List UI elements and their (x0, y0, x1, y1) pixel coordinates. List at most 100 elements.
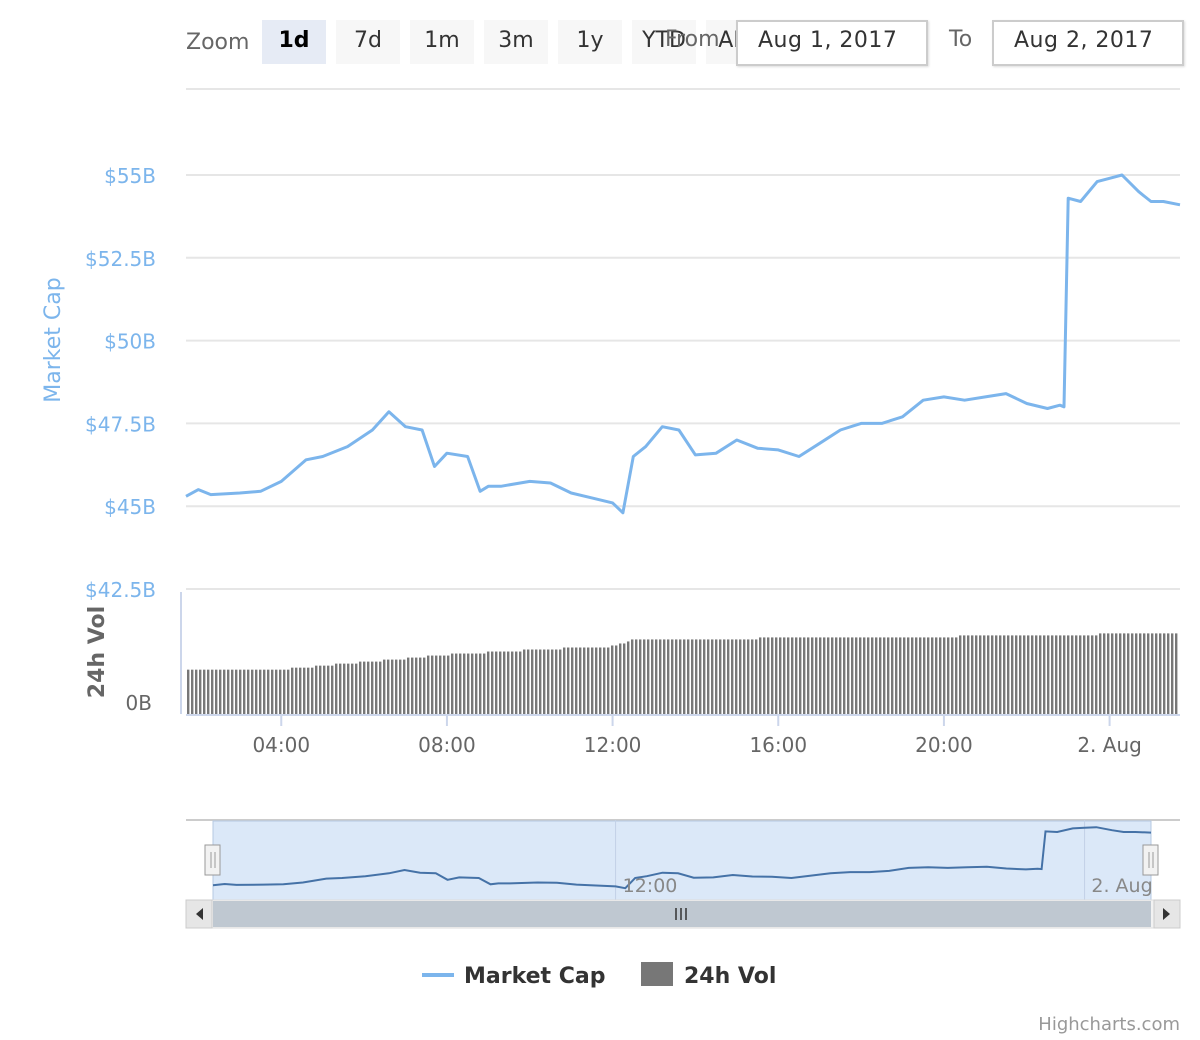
volume-bar (1083, 635, 1086, 714)
x-tick-label: 2. Aug (1077, 733, 1142, 757)
volume-bar (635, 639, 638, 714)
volume-bar (627, 641, 630, 714)
volume-bar (647, 639, 650, 714)
volume-bar (435, 655, 438, 714)
volume-bar (871, 637, 874, 714)
x-axis: 04:00 08:00 12:00 16:00 20:00 2. Aug (186, 714, 1180, 757)
zoom-button-label: 1y (576, 28, 604, 53)
volume-bar (771, 637, 774, 714)
navigator-left-handle[interactable] (204, 844, 221, 876)
market-cap-tick-label: $47.5B (85, 412, 156, 436)
volume-bar (1067, 635, 1070, 714)
volume-bar (1003, 635, 1006, 714)
volume-bar (503, 651, 506, 714)
volume-bar (451, 653, 454, 714)
volume-bar (943, 637, 946, 714)
volume-bar (807, 637, 810, 714)
volume-bar (211, 669, 214, 714)
volume-bar (851, 637, 854, 714)
volume-bar (367, 661, 370, 714)
volume-bar (1131, 633, 1134, 714)
volume-y-ticks: 0B (126, 592, 182, 715)
volume-bar (791, 637, 794, 714)
volume-bar (667, 639, 670, 714)
volume-bar (855, 637, 858, 714)
volume-bar (711, 639, 714, 714)
volume-bar (247, 669, 250, 714)
zoom-label: Zoom (186, 30, 250, 55)
volume-bar (559, 649, 562, 714)
zoom-button-1y[interactable]: 1y (558, 20, 622, 64)
volume-bar (287, 669, 290, 714)
volume-bar (359, 661, 362, 714)
volume-bar (291, 667, 294, 714)
x-tick-label: 04:00 (252, 733, 310, 757)
volume-bar (755, 639, 758, 714)
volume-bar (695, 639, 698, 714)
volume-bar (999, 635, 1002, 714)
volume-bar (991, 635, 994, 714)
scrollbar-right-button[interactable] (1153, 899, 1181, 929)
volume-tick-label: 0B (126, 691, 152, 715)
zoom-button-1d[interactable]: 1d (262, 20, 326, 64)
volume-bar (751, 639, 754, 714)
volume-bar (707, 639, 710, 714)
legend-item-market-cap[interactable]: Market Cap (422, 964, 605, 989)
zoom-button-1m[interactable]: 1m (410, 20, 474, 64)
volume-bar (235, 669, 238, 714)
volume-bar (539, 649, 542, 714)
volume-bar (691, 639, 694, 714)
volume-bar (1107, 633, 1110, 714)
volume-bar (947, 637, 950, 714)
volume-bar (951, 637, 954, 714)
to-label: To (949, 27, 973, 52)
volume-bar (703, 639, 706, 714)
to-date-input[interactable]: Aug 2, 2017 (992, 20, 1184, 66)
volume-bar (499, 651, 502, 714)
volume-bar (515, 651, 518, 714)
volume-bar (399, 659, 402, 714)
market-cap-y-ticks: $42.5B $45B $47.5B $50B $52.5B $55B (85, 164, 156, 602)
volume-bar (1143, 633, 1146, 714)
volume-bar (319, 665, 322, 714)
volume-bar (1071, 635, 1074, 714)
volume-bar (391, 659, 394, 714)
volume-bar (935, 637, 938, 714)
volume-bar (591, 647, 594, 714)
volume-bar (1099, 633, 1102, 714)
volume-bar (1079, 635, 1082, 714)
legend-item-volume[interactable]: 24h Vol (641, 962, 776, 989)
market-cap-axis-title: Market Cap (41, 277, 66, 402)
zoom-button-3m[interactable]: 3m (484, 20, 548, 64)
volume-bar (759, 637, 762, 714)
from-date-input[interactable]: Aug 1, 2017 (736, 20, 928, 66)
volume-bar (563, 647, 566, 714)
volume-bar (279, 669, 282, 714)
scrollbar-left-button[interactable] (185, 899, 213, 929)
volume-bar (455, 653, 458, 714)
credits-link[interactable]: Highcharts.com (1038, 1014, 1180, 1035)
volume-bar (907, 637, 910, 714)
scrollbar-thumb[interactable] (213, 901, 1151, 927)
volume-bar (243, 669, 246, 714)
navigator-right-handle[interactable] (1142, 844, 1159, 876)
volume-bar (407, 657, 410, 714)
volume-bar (1111, 633, 1114, 714)
volume-bar (955, 637, 958, 714)
volume-bar (587, 647, 590, 714)
volume-bar (979, 635, 982, 714)
volume-bar (511, 651, 514, 714)
volume-bar (187, 669, 190, 714)
volume-bar (939, 637, 942, 714)
volume-bar (411, 657, 414, 714)
volume-bar (1075, 635, 1078, 714)
zoom-button-7d[interactable]: 7d (336, 20, 400, 64)
zoom-button-ytd[interactable]: YTD (632, 20, 696, 64)
volume-bar (975, 635, 978, 714)
volume-bar (595, 647, 598, 714)
volume-bar (483, 653, 486, 714)
volume-bar (475, 653, 478, 714)
volume-bar (507, 651, 510, 714)
x-tick-label: 08:00 (418, 733, 476, 757)
navigator-selected-range[interactable] (212, 820, 1152, 901)
